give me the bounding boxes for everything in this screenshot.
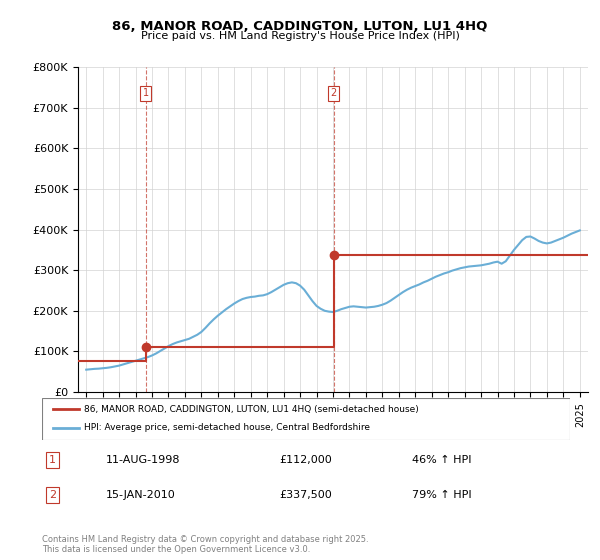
Text: 1: 1 [143, 88, 149, 98]
Text: 86, MANOR ROAD, CADDINGTON, LUTON, LU1 4HQ: 86, MANOR ROAD, CADDINGTON, LUTON, LU1 4… [112, 20, 488, 32]
Text: 46% ↑ HPI: 46% ↑ HPI [412, 455, 471, 465]
Text: 1: 1 [49, 455, 56, 465]
Text: £337,500: £337,500 [280, 490, 332, 500]
Text: HPI: Average price, semi-detached house, Central Bedfordshire: HPI: Average price, semi-detached house,… [84, 423, 370, 432]
Text: £112,000: £112,000 [280, 455, 332, 465]
FancyBboxPatch shape [42, 398, 570, 440]
Text: 2: 2 [49, 490, 56, 500]
Text: 86, MANOR ROAD, CADDINGTON, LUTON, LU1 4HQ (semi-detached house): 86, MANOR ROAD, CADDINGTON, LUTON, LU1 4… [84, 405, 419, 414]
Text: Price paid vs. HM Land Registry's House Price Index (HPI): Price paid vs. HM Land Registry's House … [140, 31, 460, 41]
Text: 2: 2 [331, 88, 337, 98]
Text: 11-AUG-1998: 11-AUG-1998 [106, 455, 180, 465]
Text: Contains HM Land Registry data © Crown copyright and database right 2025.
This d: Contains HM Land Registry data © Crown c… [42, 535, 368, 554]
Text: 15-JAN-2010: 15-JAN-2010 [106, 490, 175, 500]
Text: 79% ↑ HPI: 79% ↑ HPI [412, 490, 471, 500]
